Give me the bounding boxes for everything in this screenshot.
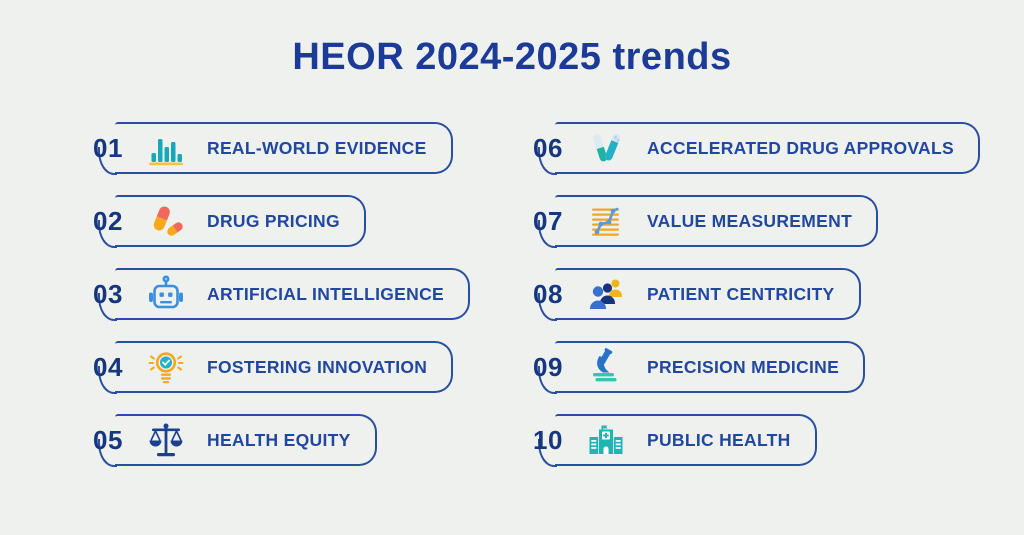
trend-number: 10 (533, 424, 563, 455)
trend-number: 04 (93, 351, 123, 382)
trend-pill: PATIENT CENTRICITY (538, 268, 861, 321)
trend-pill: FOSTERING INNOVATION (97, 341, 454, 394)
trend-number: 06 (533, 132, 563, 163)
lightbulb-icon (145, 345, 187, 389)
people-group-icon (585, 272, 627, 316)
bar-chart-icon (145, 126, 187, 170)
trend-pill: PUBLIC HEALTH (538, 414, 817, 467)
trend-pill: REAL-WORLD EVIDENCE (98, 122, 453, 175)
trend-label: ACCELERATED DRUG APPROVALS (647, 137, 954, 158)
trend-label: REAL-WORLD EVIDENCE (207, 137, 427, 158)
trend-item-08: 08 (533, 268, 980, 321)
test-tubes-icon (585, 126, 627, 170)
trend-number: 05 (93, 424, 123, 455)
trend-item-05: 05 (93, 414, 533, 467)
line-chart-icon (585, 199, 627, 243)
trend-label: PUBLIC HEALTH (647, 429, 791, 450)
scales-icon (145, 418, 187, 462)
microscope-icon (585, 345, 627, 389)
trend-item-10: 10 (533, 414, 980, 467)
pills-icon (145, 199, 187, 243)
trend-number: 09 (533, 351, 563, 382)
trend-label: DRUG PRICING (207, 210, 340, 231)
trend-item-01: 01 REAL-WORLD EVIDENCE (93, 122, 533, 175)
robot-icon (145, 272, 187, 316)
trend-number: 07 (533, 205, 563, 236)
trend-pill: HEALTH EQUITY (98, 414, 377, 467)
trend-label: PRECISION MEDICINE (647, 356, 840, 377)
trend-number: 02 (93, 205, 123, 236)
trends-grid: 01 REAL-WORLD EVIDENCE 02 (0, 122, 1024, 487)
hospital-icon (585, 418, 627, 462)
trend-item-02: 02 DRUG PRICING (93, 195, 533, 248)
left-column: 01 REAL-WORLD EVIDENCE 02 (93, 122, 533, 487)
trend-number: 03 (93, 278, 123, 309)
trend-item-04: 04 (93, 341, 533, 394)
trend-label: PATIENT CENTRICITY (647, 283, 835, 304)
page-title: HEOR 2024-2025 trends (292, 36, 732, 78)
trend-item-06: 06 (533, 122, 980, 175)
right-column: 06 (533, 122, 980, 487)
trend-item-07: 07 (533, 195, 980, 248)
trend-label: FOSTERING INNOVATION (207, 356, 428, 377)
trend-pill: VALUE MEASUREMENT (537, 195, 879, 248)
trend-pill: DRUG PRICING (98, 195, 366, 248)
trend-label: ARTIFICIAL INTELLIGENCE (207, 283, 444, 304)
trend-number: 01 (93, 132, 123, 163)
trend-pill: PRECISION MEDICINE (537, 341, 866, 394)
trend-item-03: 03 ARTIFI (93, 268, 533, 321)
trend-label: HEALTH EQUITY (207, 429, 351, 450)
trend-pill: ARTIFICIAL INTELLIGENCE (98, 268, 470, 321)
trend-number: 08 (533, 278, 563, 309)
trend-label: VALUE MEASUREMENT (647, 210, 853, 231)
trend-item-09: 09 (533, 341, 980, 394)
trend-pill: ACCELERATED DRUG APPROVALS (538, 122, 980, 175)
